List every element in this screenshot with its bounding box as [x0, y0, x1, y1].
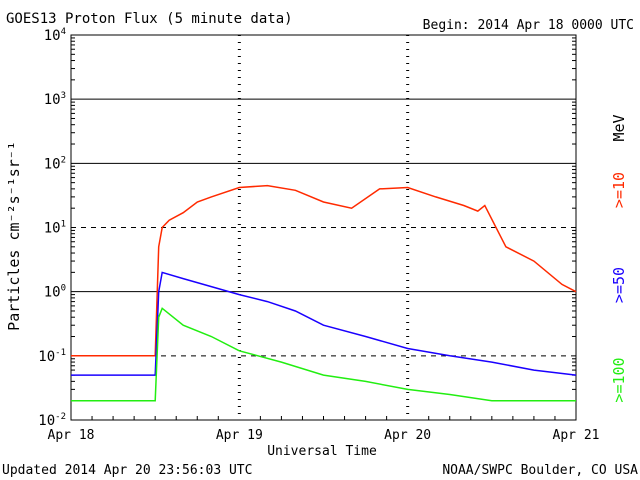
chart-title: GOES13 Proton Flux (5 minute data): [6, 11, 293, 27]
legend-ge10: >=10: [610, 172, 628, 208]
legend-ge100: >=100: [610, 357, 628, 402]
series-line: [71, 184, 577, 357]
x-axis-ticks: Apr 18 Apr 19 Apr 20 Apr 21: [48, 416, 600, 443]
y-tick-label: 103: [44, 91, 66, 108]
updated-time: Updated 2014 Apr 20 23:56:03 UTC: [2, 463, 252, 478]
legend-unit: MeV: [610, 114, 628, 141]
y-tick-label: 10-2: [38, 412, 66, 429]
gridlines: [71, 35, 576, 420]
begin-time: Begin: 2014 Apr 18 0000 UTC: [423, 18, 634, 33]
y-tick-label: 104: [44, 27, 66, 44]
y-tick-label: 100: [44, 284, 66, 301]
x-tick-label: Apr 19: [216, 428, 263, 443]
x-tick-label: Apr 20: [384, 428, 431, 443]
x-axis-label: Universal Time: [267, 444, 377, 459]
y-axis-ticks: 10-2 10-1 100 101 102 103 104: [38, 27, 576, 429]
series-line: [71, 271, 577, 376]
x-tick-label: Apr 21: [553, 428, 600, 443]
x-tick-label: Apr 18: [48, 428, 95, 443]
y-tick-label: 101: [44, 220, 66, 237]
series-line: [71, 307, 576, 402]
series-group: [71, 184, 577, 402]
legend-ge50: >=50: [610, 267, 628, 303]
y-tick-label: 10-1: [38, 348, 66, 365]
y-tick-label: 102: [44, 155, 66, 172]
y-axis-label: Particles cm⁻²s⁻¹sr⁻¹: [5, 141, 23, 331]
source-credit: NOAA/SWPC Boulder, CO USA: [442, 463, 638, 478]
